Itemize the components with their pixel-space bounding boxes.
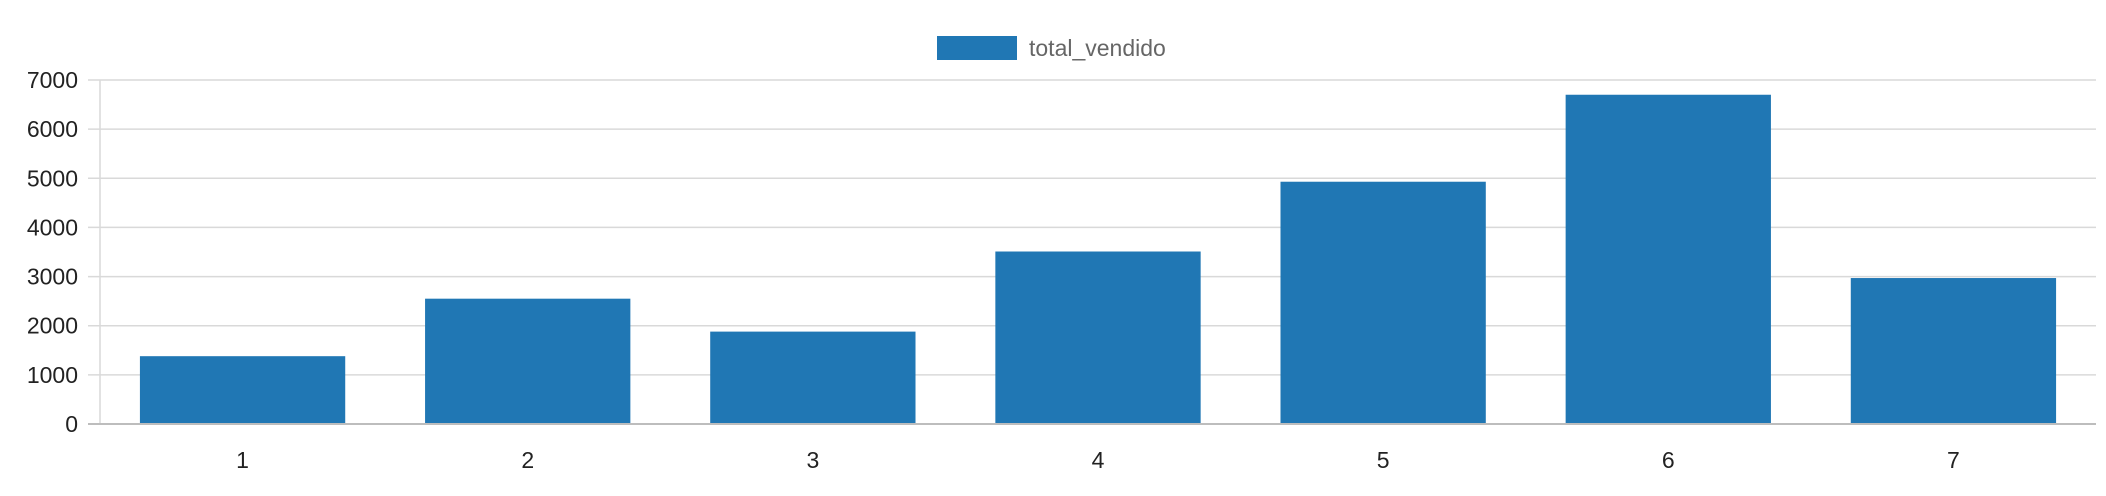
x-tick-label: 5 xyxy=(1377,447,1390,473)
x-axis-tick-labels: 1 2 3 4 5 6 7 xyxy=(236,447,1960,473)
bar-3 xyxy=(710,331,916,424)
y-tick-label: 6000 xyxy=(27,116,78,142)
y-tick-label: 0 xyxy=(65,411,78,437)
bar-7 xyxy=(1850,278,2057,424)
y-tick-label: 1000 xyxy=(27,362,78,388)
x-tick-label: 1 xyxy=(236,447,249,473)
bar-4 xyxy=(995,251,1201,424)
y-axis-tick-labels: 0 1000 2000 3000 4000 5000 6000 7000 xyxy=(27,67,78,437)
x-tick-label: 4 xyxy=(1092,447,1105,473)
y-tick-label: 2000 xyxy=(27,313,78,339)
legend: total_vendido xyxy=(937,35,1166,61)
x-tick-label: 7 xyxy=(1947,447,1960,473)
y-tick-label: 3000 xyxy=(27,264,78,290)
x-tick-label: 2 xyxy=(521,447,534,473)
y-tick-label: 7000 xyxy=(27,67,78,93)
x-tick-label: 3 xyxy=(806,447,819,473)
bar-2 xyxy=(425,298,631,424)
legend-label: total_vendido xyxy=(1029,35,1166,61)
bar-1 xyxy=(139,356,346,424)
bar-6 xyxy=(1565,94,1771,424)
axes xyxy=(88,80,2096,425)
x-tick-label: 6 xyxy=(1662,447,1675,473)
bars xyxy=(139,94,2057,424)
y-tick-label: 5000 xyxy=(27,165,78,191)
legend-swatch xyxy=(937,36,1017,60)
bar-5 xyxy=(1280,181,1486,424)
y-tick-label: 4000 xyxy=(27,214,78,240)
